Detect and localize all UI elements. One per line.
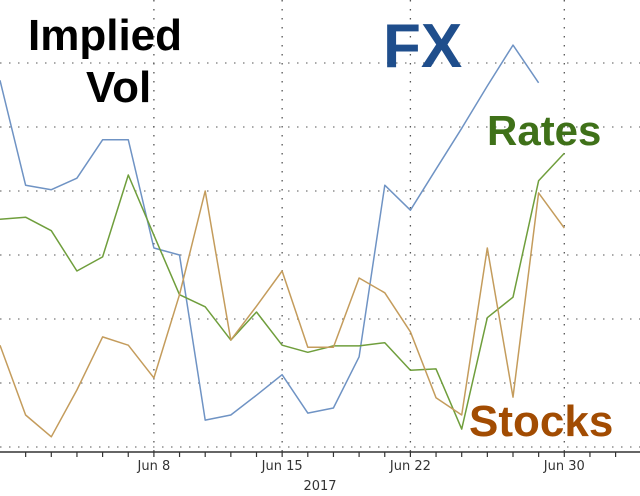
x-tick-label: Jun 8	[137, 459, 171, 474]
chart-title-line1: Implied	[28, 11, 183, 60]
series-label-fx: FX	[383, 12, 463, 81]
x-tick-label: Jun 15	[261, 459, 303, 474]
series-label-stocks: Stocks	[469, 397, 614, 446]
x-tick-label: Jun 22	[389, 459, 431, 474]
series-lines	[0, 44, 565, 438]
grid	[0, 0, 640, 452]
chart-title-line2: Vol	[86, 63, 152, 112]
x-tick-label: Jun 30	[543, 459, 585, 474]
series-label-rates: Rates	[487, 107, 602, 154]
series-line-rates	[0, 152, 565, 430]
series-line-stocks	[0, 190, 565, 438]
series-line-fx	[0, 44, 540, 421]
x-axis: Jun 8 Jun 15 Jun 22 Jun 30	[0, 451, 640, 474]
x-axis-year-label: 2017	[303, 479, 336, 494]
